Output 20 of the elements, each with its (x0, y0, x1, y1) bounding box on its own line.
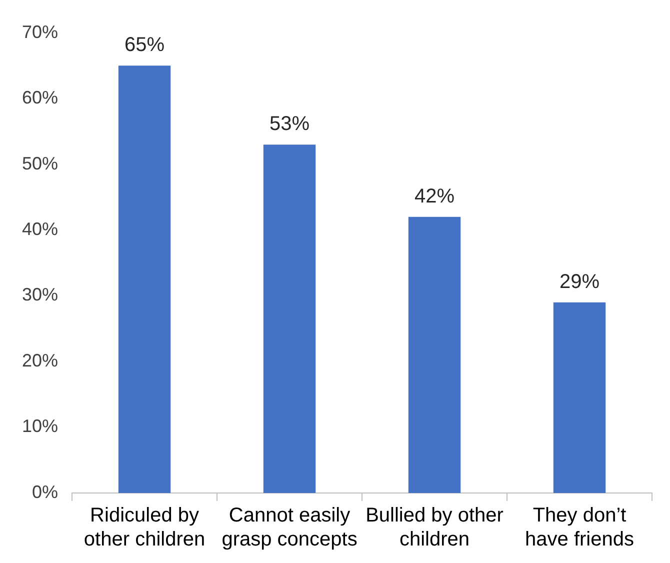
data-label: 53% (270, 113, 310, 136)
y-tick-label: 60% (22, 88, 58, 108)
data-label: 65% (124, 34, 165, 56)
x-tick-label: Cannot easily grasp concepts (222, 504, 358, 551)
bar (263, 144, 316, 493)
bar (408, 216, 461, 493)
bar (118, 66, 171, 493)
y-tick-label: 0% (32, 482, 58, 502)
y-tick-label: 30% (22, 284, 58, 305)
y-tick-label: 70% (22, 22, 58, 42)
y-tick-label: 10% (22, 416, 58, 436)
x-tick-label: Ridiculed by other children (84, 504, 206, 551)
x-tick-label: They don’t have friends (525, 504, 634, 551)
data-label: 42% (414, 185, 455, 208)
x-tick-label: Bullied by other children (366, 504, 504, 551)
y-tick-label: 40% (22, 218, 58, 239)
y-tick-label: 20% (22, 350, 58, 370)
data-label: 29% (559, 270, 600, 293)
y-tick-label: 50% (22, 153, 58, 174)
bar (553, 302, 606, 493)
